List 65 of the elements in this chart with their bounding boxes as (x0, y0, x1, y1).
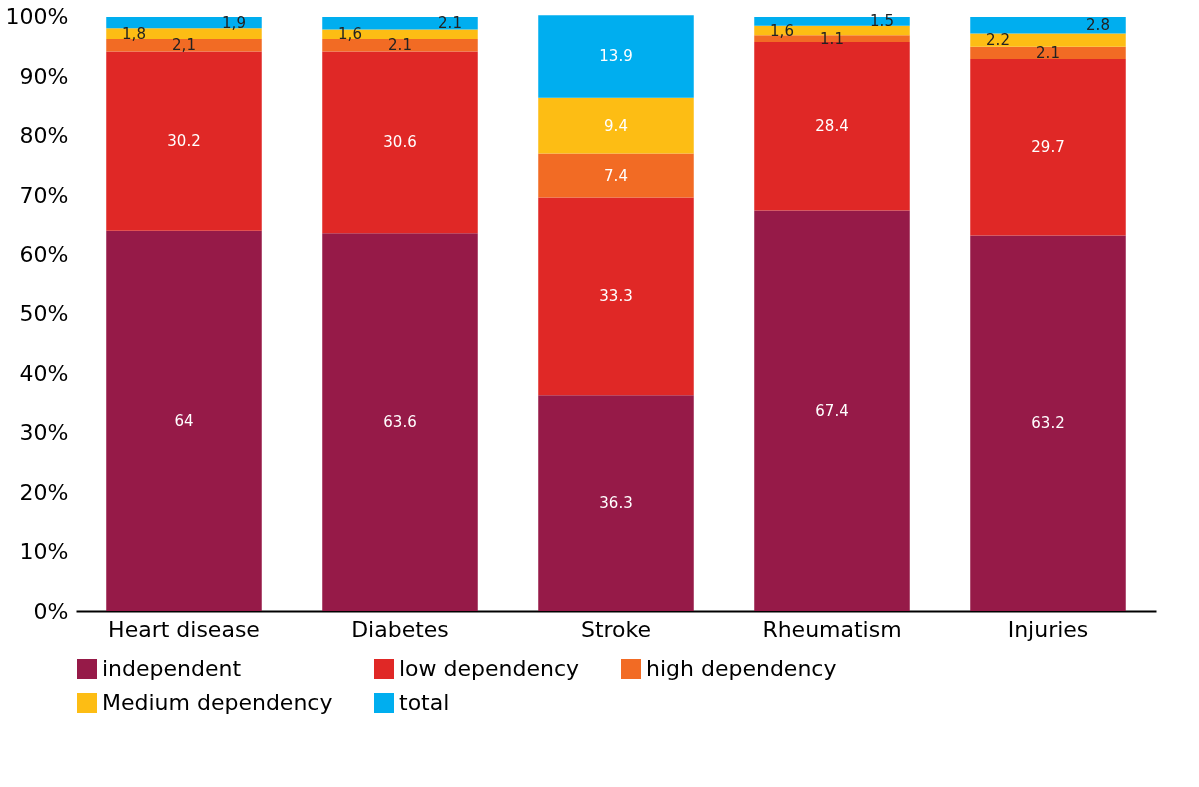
y-tick-label: 80% (19, 123, 69, 149)
data-label: 1.1 (820, 29, 844, 48)
y-tick-label: 70% (19, 182, 69, 208)
x-tick-label: Injuries (1007, 616, 1089, 642)
data-label: 63.6 (383, 413, 417, 432)
bar (538, 395, 694, 611)
y-tick-label: 40% (19, 360, 69, 386)
data-label: 63.2 (1031, 414, 1065, 433)
data-label: 1,6 (770, 21, 794, 40)
data-label: 30.6 (383, 133, 417, 152)
data-label: 2.2 (986, 31, 1010, 50)
data-label: 64 (174, 411, 194, 430)
data-label: 2.1 (1036, 43, 1060, 62)
bar (970, 46, 1126, 60)
data-label: 33.3 (599, 287, 633, 306)
legend-label: independent (102, 656, 242, 681)
data-label: 2.8 (1086, 16, 1110, 35)
bar (322, 29, 478, 39)
data-label: 1,9 (222, 13, 246, 32)
x-tick-label: Stroke (580, 616, 652, 642)
x-tick-label: Rheumatism (762, 616, 902, 642)
data-label: 2.1 (438, 14, 462, 33)
y-tick-label: 30% (19, 420, 69, 446)
y-tick-label: 90% (19, 63, 69, 89)
x-tick-label: Diabetes (351, 616, 449, 642)
data-label: 28.4 (815, 117, 849, 136)
bar (754, 210, 910, 611)
bar (322, 233, 478, 611)
legend-label: Medium dependency (102, 690, 333, 715)
legend-label: total (399, 690, 450, 715)
bar (538, 15, 694, 98)
data-label: 2.1 (388, 36, 412, 55)
y-tick-label: 100% (5, 4, 69, 30)
data-label: 67.4 (815, 401, 849, 420)
y-tick-label: 10% (19, 539, 69, 565)
bar (322, 51, 478, 234)
data-label: 7.4 (604, 166, 628, 185)
y-tick-label: 50% (19, 301, 69, 327)
data-label: 36.3 (599, 494, 633, 513)
bar (538, 197, 694, 396)
bar (970, 16, 1126, 34)
bar (106, 16, 262, 29)
data-label: 1,8 (122, 24, 146, 43)
bar (106, 28, 262, 39)
bar (970, 33, 1126, 47)
bar (106, 51, 262, 231)
y-tick-label: 60% (19, 242, 69, 268)
bar (970, 59, 1126, 236)
legend-label: low dependency (399, 656, 580, 681)
bar (538, 153, 694, 198)
data-label: 1,6 (338, 25, 362, 44)
y-tick-label: 0% (33, 598, 69, 624)
data-label: 29.7 (1031, 138, 1065, 157)
bar (754, 16, 910, 26)
x-tick-label: Heart disease (108, 616, 260, 642)
data-label: 9.4 (604, 116, 628, 135)
bar (106, 230, 262, 611)
data-label: 1.5 (870, 12, 894, 31)
data-label: 2,1 (172, 36, 196, 55)
bar (970, 235, 1126, 611)
data-label: 30.2 (167, 132, 201, 151)
bar (538, 97, 694, 154)
legend-label: high dependency (646, 656, 837, 681)
y-tick-label: 20% (19, 479, 69, 505)
data-label: 13.9 (599, 47, 633, 66)
